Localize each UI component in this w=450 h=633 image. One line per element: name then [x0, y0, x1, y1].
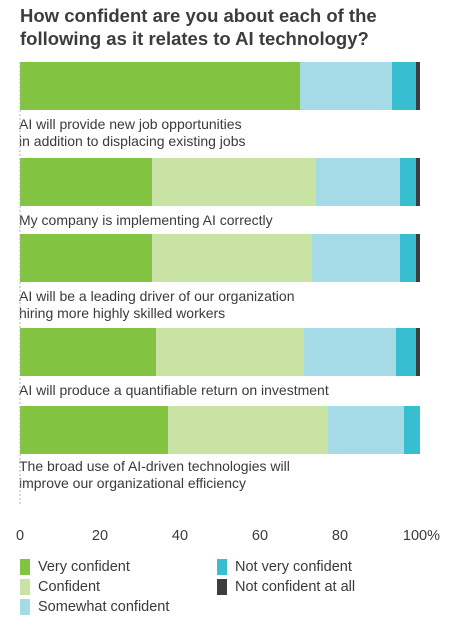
- bar-segment-5-4: [404, 406, 420, 454]
- bar-segment-2-3: [316, 158, 400, 206]
- bar-segment-1-4: [392, 62, 416, 110]
- category-labels: AI will provide new job opportunities in …: [19, 116, 329, 491]
- bar-segment-5-1: [20, 406, 168, 454]
- bar-segment-1-3: [300, 62, 392, 110]
- category-label-line: AI will provide new job opportunities: [19, 116, 242, 132]
- category-label-4: AI will produce a quantifiable return on…: [19, 382, 329, 398]
- bar-segment-4-3: [304, 328, 396, 376]
- bar-segment-2-4: [400, 158, 416, 206]
- bar-segment-1-1: [20, 62, 300, 110]
- bar-segment-3-4: [400, 234, 416, 282]
- category-label-line: in addition to displacing existing jobs: [19, 133, 245, 149]
- x-tick-label: 40: [172, 528, 188, 544]
- bar-segment-3-1: [20, 234, 152, 282]
- category-label-5: The broad use of AI-driven technologies …: [19, 458, 290, 491]
- x-tick-label: 20: [92, 528, 108, 544]
- bar-segment-5-2: [168, 406, 328, 454]
- bar-segment-2-2: [152, 158, 316, 206]
- bar-segment-4-2: [156, 328, 304, 376]
- x-tick-label: 80: [332, 528, 348, 544]
- chart-title: How confident are you about each of the …: [20, 5, 377, 49]
- x-tick-label: 100%: [403, 528, 440, 544]
- bar-segment-5-3: [328, 406, 404, 454]
- x-tick-label: 0: [16, 528, 24, 544]
- bar-segment-2-1: [20, 158, 152, 206]
- category-label-1: AI will provide new job opportunities in …: [19, 116, 245, 149]
- x-tick-label: 60: [252, 528, 268, 544]
- x-axis-ticks: 0 20 40 60 80 100%: [16, 528, 440, 544]
- bars-group: [20, 62, 420, 454]
- bar-segment-4-4: [396, 328, 416, 376]
- category-label-line: The broad use of AI-driven technologies …: [19, 458, 290, 474]
- category-label-line: My company is implementing AI correctly: [19, 212, 273, 228]
- category-label-2: My company is implementing AI correctly: [19, 212, 273, 228]
- bar-segment-3-3: [312, 234, 400, 282]
- bar-segment-1-5: [416, 62, 420, 110]
- category-label-line: AI will be a leading driver of our organ…: [19, 288, 295, 304]
- category-label-line: hiring more highly skilled workers: [19, 305, 225, 321]
- category-label-line: AI will produce a quantifiable return on…: [19, 382, 329, 398]
- category-label-3: AI will be a leading driver of our organ…: [19, 288, 295, 321]
- bar-segment-4-1: [20, 328, 156, 376]
- bar-segment-2-5: [416, 158, 420, 206]
- bar-segment-3-2: [152, 234, 312, 282]
- bar-segment-3-5: [416, 234, 420, 282]
- category-label-line: improve our organizational efficiency: [19, 475, 246, 491]
- bar-segment-4-5: [416, 328, 420, 376]
